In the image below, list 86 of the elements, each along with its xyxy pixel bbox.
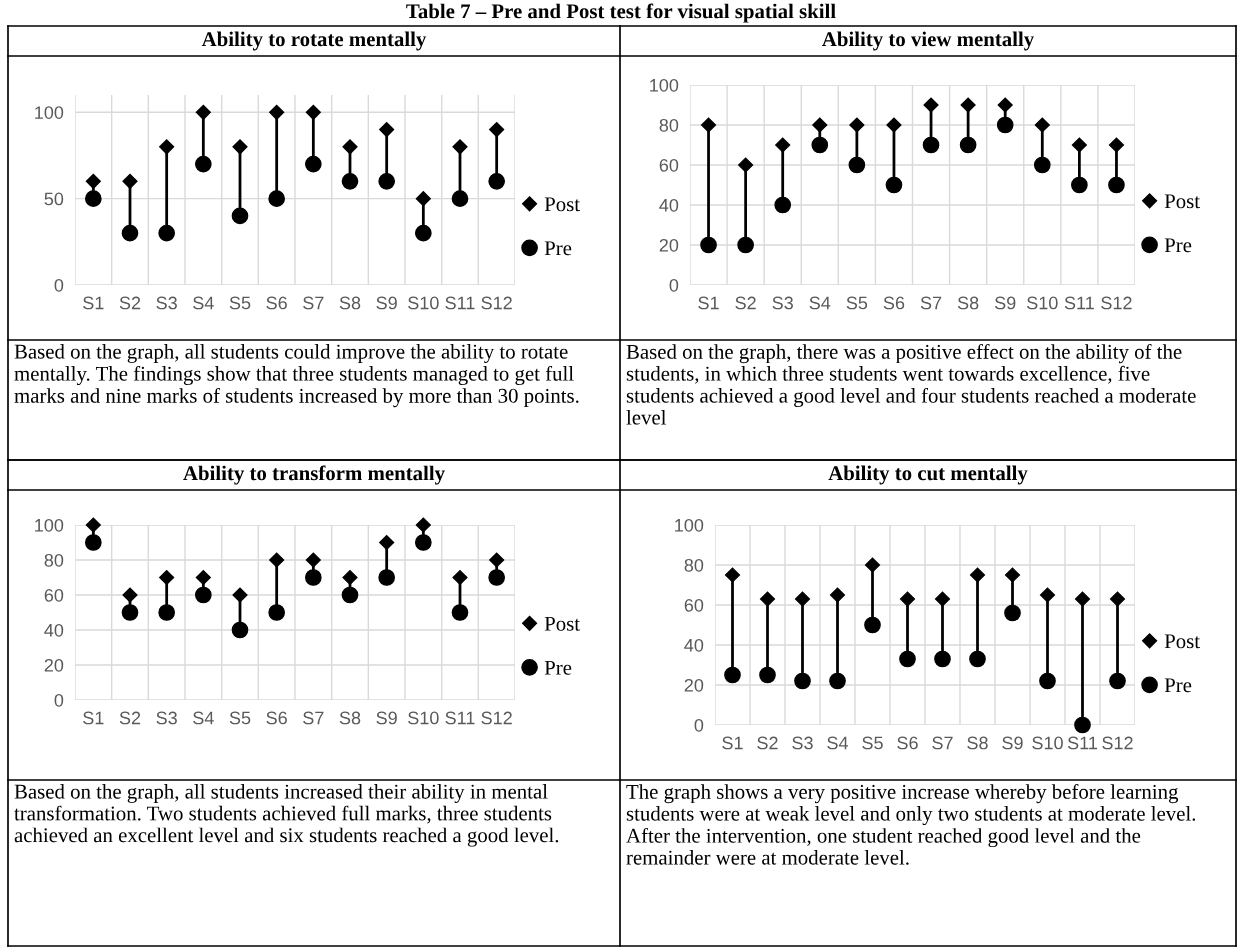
- x-tick-label: S3: [156, 711, 177, 725]
- y-tick-label: 40: [684, 638, 704, 652]
- y-tick-label: 80: [659, 118, 679, 132]
- x-tick-label: S11: [445, 296, 475, 310]
- x-tick-label: S10: [408, 296, 439, 310]
- text: The graph shows a very positive increase whereby before learning students were at weak level and only two students at moderate level. After the intervention, one student reached good level and the remainder were at moderate level.: [626, 784, 1196, 865]
- y-tick-label: 100: [675, 518, 704, 532]
- x-tick-label: S3: [156, 296, 177, 310]
- x-tick-label: S11: [1067, 736, 1098, 750]
- chart-title: Ability to view mentally: [822, 31, 1034, 51]
- y-tick-label: 0: [54, 278, 64, 292]
- x-tick-label: S11: [445, 711, 475, 725]
- y-tick-label: 20: [684, 678, 704, 692]
- x-tick-label: S4: [193, 296, 214, 310]
- y-tick-label: 100: [35, 106, 64, 119]
- y-tick-label: 40: [44, 623, 64, 637]
- x-tick-label: S12: [1102, 736, 1133, 750]
- x-tick-label: S4: [809, 296, 831, 310]
- chart-title: Ability to transform mentally: [183, 465, 445, 485]
- x-tick-label: S9: [376, 711, 397, 725]
- text: Based on the graph, all students could improve the ability to rotate mentally. The findings show that three students managed to get full marks and nine marks of students increased by more than 30 points.: [14, 344, 579, 408]
- legend-label: Post: [544, 197, 580, 212]
- x-tick-label: S10: [1032, 736, 1063, 750]
- legend-label: Post: [1164, 634, 1200, 649]
- y-tick-label: 100: [650, 78, 679, 92]
- x-tick-label: S8: [967, 736, 988, 750]
- y-tick-label: 50: [44, 192, 64, 206]
- x-tick-label: S5: [846, 296, 868, 310]
- y-tick-label: 0: [669, 278, 679, 292]
- caption: Table 7 – Pre and Post test for visual spatial skill: [406, 3, 836, 23]
- x-tick-label: S12: [481, 711, 512, 725]
- x-tick-label: S2: [119, 711, 141, 725]
- text: Based on the graph, there was a positive effect on the ability of the students, in which three students went towards excellence, five students achieved a good level and four students reached a moderate level: [626, 344, 1196, 425]
- legend-label: Pre: [1164, 678, 1192, 693]
- y-tick-label: 80: [44, 553, 64, 567]
- x-tick-label: S6: [266, 296, 287, 310]
- x-tick-label: S7: [303, 296, 324, 310]
- legend-label: Post: [1164, 194, 1200, 209]
- x-tick-label: S7: [932, 736, 953, 750]
- y-tick-label: 60: [684, 598, 704, 612]
- x-tick-label: S8: [339, 711, 361, 725]
- y-tick-label: 0: [54, 693, 64, 707]
- x-tick-label: S10: [408, 711, 439, 725]
- y-tick-label: 60: [44, 588, 64, 602]
- x-tick-label: S5: [229, 711, 251, 725]
- x-tick-label: S3: [772, 296, 793, 310]
- y-tick-label: 100: [35, 518, 64, 532]
- x-tick-label: S1: [83, 711, 104, 725]
- x-tick-label: S5: [229, 296, 251, 310]
- x-tick-label: S1: [722, 736, 743, 750]
- x-tick-label: S2: [757, 736, 778, 750]
- legend-label: Pre: [1164, 238, 1192, 253]
- chart-title: Ability to cut mentally: [828, 465, 1028, 485]
- x-tick-label: S8: [339, 296, 361, 310]
- x-tick-label: S2: [735, 296, 756, 310]
- x-tick-label: S9: [1002, 736, 1023, 750]
- x-tick-label: S10: [1027, 296, 1058, 310]
- y-tick-label: 40: [659, 198, 679, 212]
- chart-title: Ability to rotate mentally: [201, 31, 427, 51]
- x-tick-label: S8: [957, 296, 979, 310]
- x-tick-label: S3: [792, 736, 813, 750]
- x-tick-label: S9: [994, 296, 1016, 310]
- x-tick-label: S6: [883, 296, 905, 310]
- x-tick-label: S9: [376, 296, 397, 310]
- x-tick-label: S1: [83, 296, 104, 310]
- x-tick-label: S4: [193, 711, 214, 725]
- y-tick-label: 60: [659, 158, 679, 172]
- text: Based on the graph, all students increased their ability in mental transformation. Two students achieved full marks, three students achieved an excellent level and six students reached a good level.: [14, 784, 559, 847]
- y-tick-label: 0: [694, 718, 704, 732]
- x-tick-label: S1: [698, 296, 719, 310]
- legend-label: Pre: [544, 241, 572, 256]
- x-tick-label: S5: [862, 736, 883, 750]
- x-tick-label: S4: [827, 736, 849, 750]
- x-tick-label: S12: [1101, 296, 1132, 310]
- y-tick-label: 80: [684, 558, 704, 572]
- x-tick-label: S12: [481, 296, 512, 310]
- legend-label: Post: [544, 616, 580, 631]
- x-tick-label: S7: [920, 296, 942, 310]
- x-tick-label: S11: [1064, 296, 1094, 310]
- x-tick-label: S2: [119, 296, 141, 310]
- x-tick-label: S6: [266, 711, 287, 725]
- y-tick-label: 20: [659, 238, 679, 252]
- x-tick-label: S7: [303, 711, 324, 725]
- y-tick-label: 20: [44, 658, 64, 672]
- legend-label: Pre: [544, 660, 572, 675]
- x-tick-label: S6: [897, 736, 918, 750]
